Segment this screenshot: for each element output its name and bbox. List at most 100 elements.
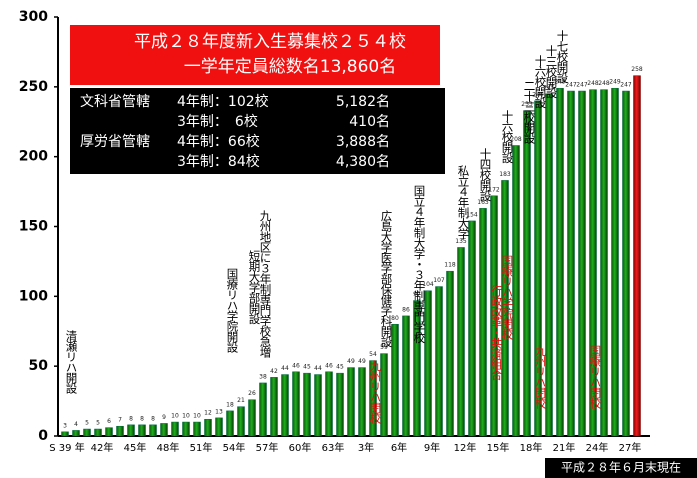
x-tick-label: 54年 [223,441,246,454]
value-label: 172 [488,186,500,193]
annotation: 九州地区に３年制専門学校急増 [259,210,273,359]
bar [391,324,399,437]
value-label: 8 [151,415,155,422]
bar [72,430,80,437]
annotation: 国立４年制大学・３年制専門学校 [413,185,427,344]
value-label: 104 [422,281,434,288]
value-label: 135 [455,238,467,245]
value-label: 249 [609,79,621,86]
bar [501,180,509,437]
value-label: 80 [391,315,399,322]
bar [380,353,388,437]
bar [149,424,157,437]
bar [600,89,608,437]
value-label: 42 [270,368,278,375]
value-label: 5 [96,420,100,427]
bar [369,360,377,437]
red-annotation: 九州リハ閉校 [369,360,383,425]
summary-cell: 410名 [349,114,390,130]
bar [556,87,564,437]
bar [116,425,124,437]
bar [402,315,410,437]
x-tick-label: 21年 [553,441,576,454]
value-label: 183 [499,171,511,178]
title-line: 一学年定員総数名13,860名 [184,57,396,77]
bar [479,208,487,437]
bar [446,270,454,437]
summary-cell: 3,888名 [336,134,390,150]
value-label: 248 [598,80,610,87]
bar [248,399,256,437]
bar [281,374,289,437]
bar [138,424,146,437]
value-label: 54 [369,351,377,358]
x-tick-label: 57年 [256,441,279,454]
value-label: 10 [171,413,179,420]
y-tick-label: 0 [38,428,48,444]
annotation: 十三校開設 [545,44,559,98]
bar [545,93,553,437]
y-tick-label: 200 [19,149,48,165]
bar [259,382,267,437]
value-label: 258 [631,66,643,73]
bar [468,220,476,437]
bar [215,417,223,437]
bar [314,374,322,437]
annotation: 国療リハ学院開設 [226,268,240,353]
title-box [70,25,440,85]
red-annotation: 国療リハ学院閉校 [501,255,515,341]
x-tick-label: 51年 [190,441,213,454]
x-tick-label: 48年 [157,441,180,454]
bar [83,428,91,437]
value-label: 3 [63,422,67,429]
bar [325,371,333,437]
summary-cell: 4年制：66校 [177,133,260,150]
summary-cell: 厚労省管轄 [80,134,150,150]
value-label: 5 [85,420,89,427]
title-line: 平成２８年度新入生募集校２５４校 [134,32,406,52]
bar [457,247,465,437]
summary-cell: 3年制： 6校 [177,113,258,130]
value-label: 12 [204,410,212,417]
value-label: 46 [292,362,300,369]
value-label: 59 [380,344,388,351]
bar [193,421,201,437]
red-annotation: 行政改革・共済組合 [490,285,504,380]
value-label: 233 [521,101,533,108]
x-tick-label: 18年 [520,441,543,454]
footnote: 平成２８年６月末現在 [561,461,681,475]
bar [160,423,168,437]
summary-cell: 文科省管轄 [80,94,150,110]
summary-cell: 4年制：102校 [177,93,269,110]
value-label: 245 [543,84,555,91]
value-label: 7 [118,417,122,424]
value-label: 163 [477,199,489,206]
y-tick-label: 150 [19,219,48,235]
bar [94,428,102,437]
x-tick-label: 24年 [586,441,609,454]
bar [424,290,432,437]
value-label: 44 [314,365,322,372]
value-label: 86 [402,306,410,313]
bar [567,90,575,437]
value-label: 208 [510,136,522,143]
value-label: 8 [129,415,133,422]
bar [182,421,190,437]
bar [61,431,69,437]
bar [512,145,520,437]
annotation: 短期大学部開設 [248,249,262,324]
value-label: 46 [325,362,333,369]
bar [589,89,597,437]
value-label: 13 [215,408,223,415]
y-tick-label: 100 [19,288,48,304]
x-tick-label: 6年 [391,441,407,454]
red-annotation: 九州リハ閉校 [534,345,548,410]
bar [336,372,344,437]
footnote-box [545,458,697,478]
bar [105,427,113,437]
annotation: 十四校開設 [479,147,493,201]
value-label: 240 [532,91,544,98]
annotation: 十六校開設 [501,109,515,163]
value-label: 107 [433,277,445,284]
